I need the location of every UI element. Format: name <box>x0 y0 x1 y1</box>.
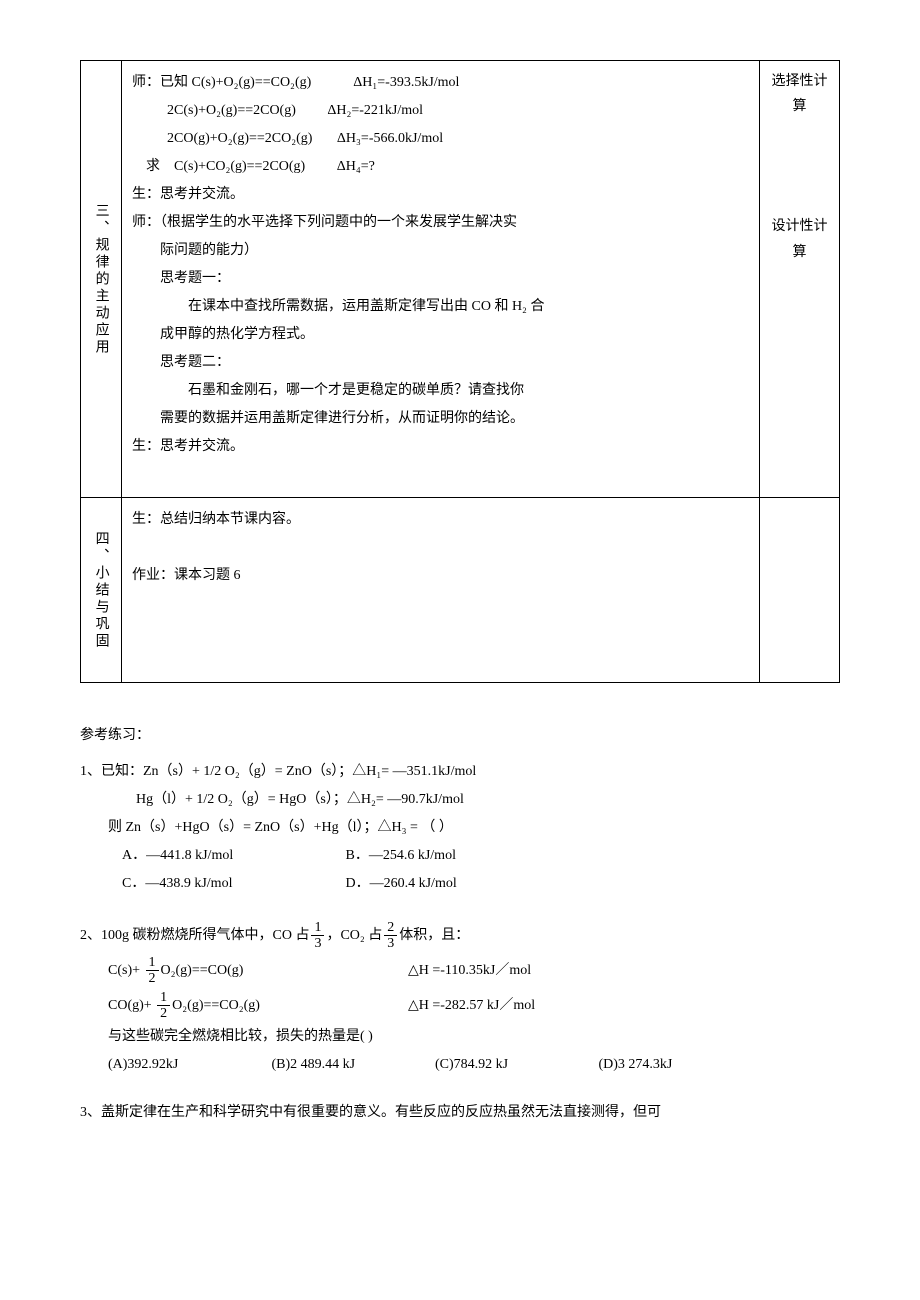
content-line: 生：思考并交流。 <box>132 433 749 461</box>
q1-options-row1: A．—441.8 kJ/mol B．—254.6 kJ/mol <box>80 842 840 870</box>
row2-label: 四、小结与巩固 <box>81 498 122 683</box>
right-note: 设计性计算 <box>770 214 829 264</box>
q2-option-d: (D)3 274.3kJ <box>599 1051 759 1079</box>
q2-option-a: (A)392.92kJ <box>108 1051 268 1079</box>
content-line: 成甲醇的热化学方程式。 <box>132 321 749 349</box>
denominator: 3 <box>311 936 324 951</box>
question-1: 1、已知：Zn（s）+ 1/2 O₂（g）= ZnO（s）；△H₁= —351.… <box>80 758 840 898</box>
eq-text: CO(g)+ <box>108 998 155 1013</box>
content-line: 求 C(s)+CO₂(g)==2CO(g) ΔH₄=? <box>132 153 749 181</box>
denominator: 2 <box>157 1006 170 1021</box>
row2-content: 生：总结归纳本节课内容。 作业：课本习题 6 <box>122 498 760 683</box>
content-line: 2CO(g)+O₂(g)==2CO₂(g) ΔH₃=-566.0kJ/mol <box>132 125 749 153</box>
eq-delta: △H =-282.57 kJ／mol <box>408 988 535 1023</box>
question-2: 2、100g 碳粉燃烧所得气体中，CO 占13，CO₂ 占23体积，且： C(s… <box>80 918 840 1079</box>
q1-option-b: B．—254.6 kJ/mol <box>346 842 566 870</box>
content-line: 师：已知 C(s)+O₂(g)==CO₂(g) ΔH₁=-393.5kJ/mol <box>132 69 749 97</box>
content-line: 石墨和金刚石，哪一个才是更稳定的碳单质？请查找你 <box>132 377 749 405</box>
right-note: 选择性计算 <box>770 69 829 119</box>
exercises-heading: 参考练习： <box>80 723 840 748</box>
content-line: 需要的数据并运用盖斯定律进行分析，从而证明你的结论。 <box>132 405 749 433</box>
fraction: 13 <box>311 920 324 952</box>
q2-intro-text: ，CO₂ 占 <box>326 928 382 943</box>
q3-text: 3、盖斯定律在生产和科学研究中有很重要的意义。有些反应的反应热虽然无法直接测得，… <box>80 1105 661 1120</box>
q1-line: 1、已知：Zn（s）+ 1/2 O₂（g）= ZnO（s）；△H₁= —351.… <box>80 758 840 786</box>
q2-option-b: (B)2 489.44 kJ <box>272 1051 432 1079</box>
q2-intro: 2、100g 碳粉燃烧所得气体中，CO 占13，CO₂ 占23体积，且： <box>80 918 840 953</box>
question-3: 3、盖斯定律在生产和科学研究中有很重要的意义。有些反应的反应热虽然无法直接测得，… <box>80 1099 840 1127</box>
eq-text: O₂(g)==CO(g) <box>161 963 244 978</box>
content-line: 思考题二： <box>132 349 749 377</box>
lesson-table: 三、规律的主动应用 师：已知 C(s)+O₂(g)==CO₂(g) ΔH₁=-3… <box>80 60 840 683</box>
q1-options-row2: C．—438.9 kJ/mol D．—260.4 kJ/mol <box>80 870 840 898</box>
numerator: 1 <box>146 955 159 971</box>
denominator: 3 <box>384 936 397 951</box>
q1-option-a: A．—441.8 kJ/mol <box>122 842 342 870</box>
row1-right: 选择性计算 设计性计算 <box>760 61 840 498</box>
q1-line: 则 Zn（s）+HgO（s）= ZnO（s）+Hg（l）；△H₃ = （ ） <box>80 814 840 842</box>
q2-question: 与这些碳完全燃烧相比较，损失的热量是( ) <box>80 1023 840 1051</box>
fraction: 12 <box>157 990 170 1022</box>
content-line: 师：（根据学生的水平选择下列问题中的一个来发展学生解决实 <box>132 209 749 237</box>
row1-label: 三、规律的主动应用 <box>81 61 122 498</box>
numerator: 2 <box>384 920 397 936</box>
q2-equation-2: CO(g)+ 12O₂(g)==CO₂(g) △H =-282.57 kJ／mo… <box>80 988 840 1023</box>
eq-text: C(s)+ <box>108 963 144 978</box>
content-line: 生：总结归纳本节课内容。 <box>132 506 749 534</box>
eq-delta: △H =-110.35kJ／mol <box>408 953 531 988</box>
fraction: 23 <box>384 920 397 952</box>
q2-equation-1: C(s)+ 12O₂(g)==CO(g) △H =-110.35kJ／mol <box>80 953 840 988</box>
row2-right <box>760 498 840 683</box>
content-line: 思考题一： <box>132 265 749 293</box>
content-line: 2C(s)+O₂(g)==2CO(g) ΔH₂=-221kJ/mol <box>132 97 749 125</box>
numerator: 1 <box>311 920 324 936</box>
denominator: 2 <box>146 971 159 986</box>
row1-content: 师：已知 C(s)+O₂(g)==CO₂(g) ΔH₁=-393.5kJ/mol… <box>122 61 760 498</box>
q2-intro-text: 体积，且： <box>399 928 469 943</box>
content-line: 生：思考并交流。 <box>132 181 749 209</box>
q1-option-d: D．—260.4 kJ/mol <box>346 870 566 898</box>
q1-line: Hg（l）+ 1/2 O₂（g）= HgO（s）；△H₂= —90.7kJ/mo… <box>80 786 840 814</box>
content-line: 际问题的能力） <box>132 237 749 265</box>
q2-intro-text: 2、100g 碳粉燃烧所得气体中，CO 占 <box>80 928 309 943</box>
q1-option-c: C．—438.9 kJ/mol <box>122 870 342 898</box>
q2-option-c: (C)784.92 kJ <box>435 1051 595 1079</box>
fraction: 12 <box>146 955 159 987</box>
content-line: 在课本中查找所需数据，运用盖斯定律写出由 CO 和 H₂ 合 <box>132 293 749 321</box>
q2-options: (A)392.92kJ (B)2 489.44 kJ (C)784.92 kJ … <box>80 1051 840 1079</box>
content-line: 作业：课本习题 6 <box>132 562 749 590</box>
numerator: 1 <box>157 990 170 1006</box>
eq-text: O₂(g)==CO₂(g) <box>172 998 260 1013</box>
